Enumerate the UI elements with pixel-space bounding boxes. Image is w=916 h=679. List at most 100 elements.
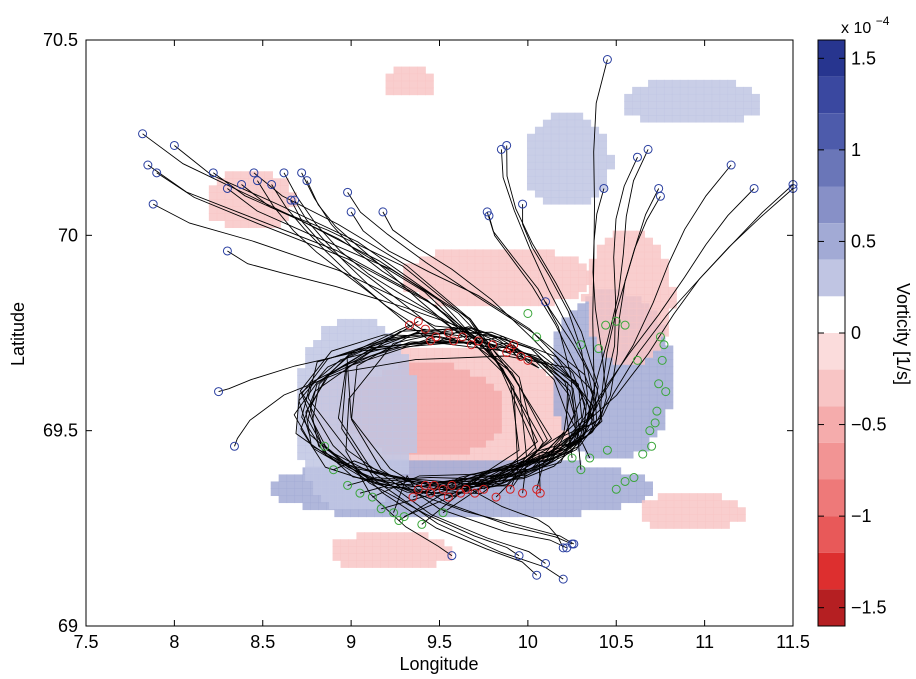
vorticity-cell xyxy=(376,361,386,369)
vorticity-cell xyxy=(396,532,405,540)
vorticity-cell xyxy=(562,277,571,286)
vorticity-cell xyxy=(376,431,386,439)
vorticity-cell xyxy=(321,466,330,475)
vorticity-cell xyxy=(505,375,515,384)
vorticity-cell xyxy=(336,325,346,334)
vorticity-cell xyxy=(521,432,531,440)
vorticity-cell xyxy=(521,368,531,377)
vorticity-cell xyxy=(590,161,600,170)
vorticity-cell xyxy=(348,560,357,568)
vorticity-cell xyxy=(305,452,314,461)
vorticity-cell xyxy=(582,175,592,184)
vorticity-cell xyxy=(340,553,349,561)
vorticity-cell xyxy=(384,375,394,383)
vorticity-cell xyxy=(617,387,626,396)
vorticity-cell xyxy=(505,361,515,370)
trajectory-start-marker xyxy=(749,183,759,193)
trajectory-start-marker xyxy=(148,199,158,209)
vorticity-cell xyxy=(256,192,266,200)
vorticity-cell xyxy=(609,408,618,417)
vorticity-cell xyxy=(368,487,378,496)
vorticity-cell xyxy=(368,438,378,447)
trajectory-start-marker xyxy=(541,297,551,307)
vorticity-cell xyxy=(534,175,544,184)
vorticity-cell xyxy=(344,487,354,496)
vorticity-cell xyxy=(604,244,614,253)
vorticity-cell xyxy=(612,502,622,511)
vorticity-cell xyxy=(278,495,288,504)
vorticity-cell xyxy=(609,422,618,431)
vorticity-cell xyxy=(534,147,544,156)
vorticity-cell xyxy=(493,488,502,497)
vorticity-cell xyxy=(664,352,674,361)
vorticity-cell xyxy=(577,345,586,354)
vorticity-cell xyxy=(321,452,330,461)
vorticity-cell xyxy=(529,383,539,391)
vorticity-cell xyxy=(208,192,218,200)
vorticity-cell xyxy=(590,140,600,149)
trajectory-end-marker xyxy=(413,484,423,494)
vorticity-cell xyxy=(360,396,370,404)
vorticity-cell xyxy=(419,277,428,286)
vorticity-cell xyxy=(344,340,354,348)
vorticity-cell xyxy=(413,383,423,392)
colorbar-level xyxy=(818,186,845,224)
vorticity-cell xyxy=(652,272,661,281)
vorticity-cell xyxy=(256,171,266,179)
vorticity-cell xyxy=(596,244,606,253)
trajectory-end-marker xyxy=(655,332,665,342)
vorticity-cell xyxy=(522,284,532,293)
vorticity-cell xyxy=(336,417,346,425)
vorticity-cell xyxy=(376,389,386,397)
vorticity-cell xyxy=(473,361,483,370)
vorticity-cell xyxy=(656,86,665,95)
vorticity-cell xyxy=(593,366,602,375)
vorticity-cell xyxy=(501,488,510,497)
vorticity-cell xyxy=(652,315,661,323)
vorticity-cell xyxy=(505,432,515,440)
vorticity-cell xyxy=(272,220,281,229)
vorticity-cell xyxy=(558,112,568,121)
vorticity-cell xyxy=(384,466,394,475)
vorticity-cell xyxy=(329,445,338,454)
vorticity-cell xyxy=(656,415,666,424)
vorticity-cell xyxy=(450,284,460,293)
vorticity-cell xyxy=(577,401,586,410)
vorticity-cell xyxy=(240,220,250,229)
vorticity-cell xyxy=(609,436,618,445)
vorticity-cell xyxy=(566,154,576,163)
vorticity-cell xyxy=(612,315,622,323)
vorticity-cell xyxy=(525,495,534,504)
vorticity-cell xyxy=(572,502,582,511)
vorticity-cell xyxy=(481,439,491,447)
trajectory-start-marker xyxy=(152,168,162,178)
vorticity-cell xyxy=(372,560,381,568)
vorticity-cell xyxy=(417,73,426,82)
vorticity-cell xyxy=(525,488,534,497)
vorticity-cell xyxy=(360,340,370,348)
vorticity-cell xyxy=(421,433,431,441)
colorbar: −1.5−1−0.500.511.5 x 10 −4 Vorticity [1/… xyxy=(817,14,913,627)
vorticity-cell xyxy=(577,331,586,339)
vorticity-cell xyxy=(612,258,622,267)
vorticity-cell xyxy=(490,270,500,279)
vorticity-cell xyxy=(344,318,354,327)
vorticity-cell xyxy=(376,382,386,390)
vorticity-cell xyxy=(564,481,574,489)
vorticity-cell xyxy=(542,197,552,205)
trajectory-start-marker xyxy=(222,183,232,193)
vorticity-cell xyxy=(533,467,542,475)
vorticity-cell xyxy=(549,495,558,504)
vorticity-cell xyxy=(421,397,431,406)
vorticity-cell xyxy=(443,270,452,279)
vorticity-cell xyxy=(633,387,642,396)
vorticity-cell xyxy=(636,343,646,351)
vorticity-cell xyxy=(553,359,562,368)
trajectory-end-marker xyxy=(611,316,621,326)
trajectory-start-marker xyxy=(346,207,356,217)
vorticity-cell xyxy=(729,500,738,508)
vorticity-cell xyxy=(505,390,515,398)
vorticity-cell xyxy=(596,251,606,260)
vorticity-cell xyxy=(569,352,578,361)
vorticity-cell xyxy=(336,403,346,411)
